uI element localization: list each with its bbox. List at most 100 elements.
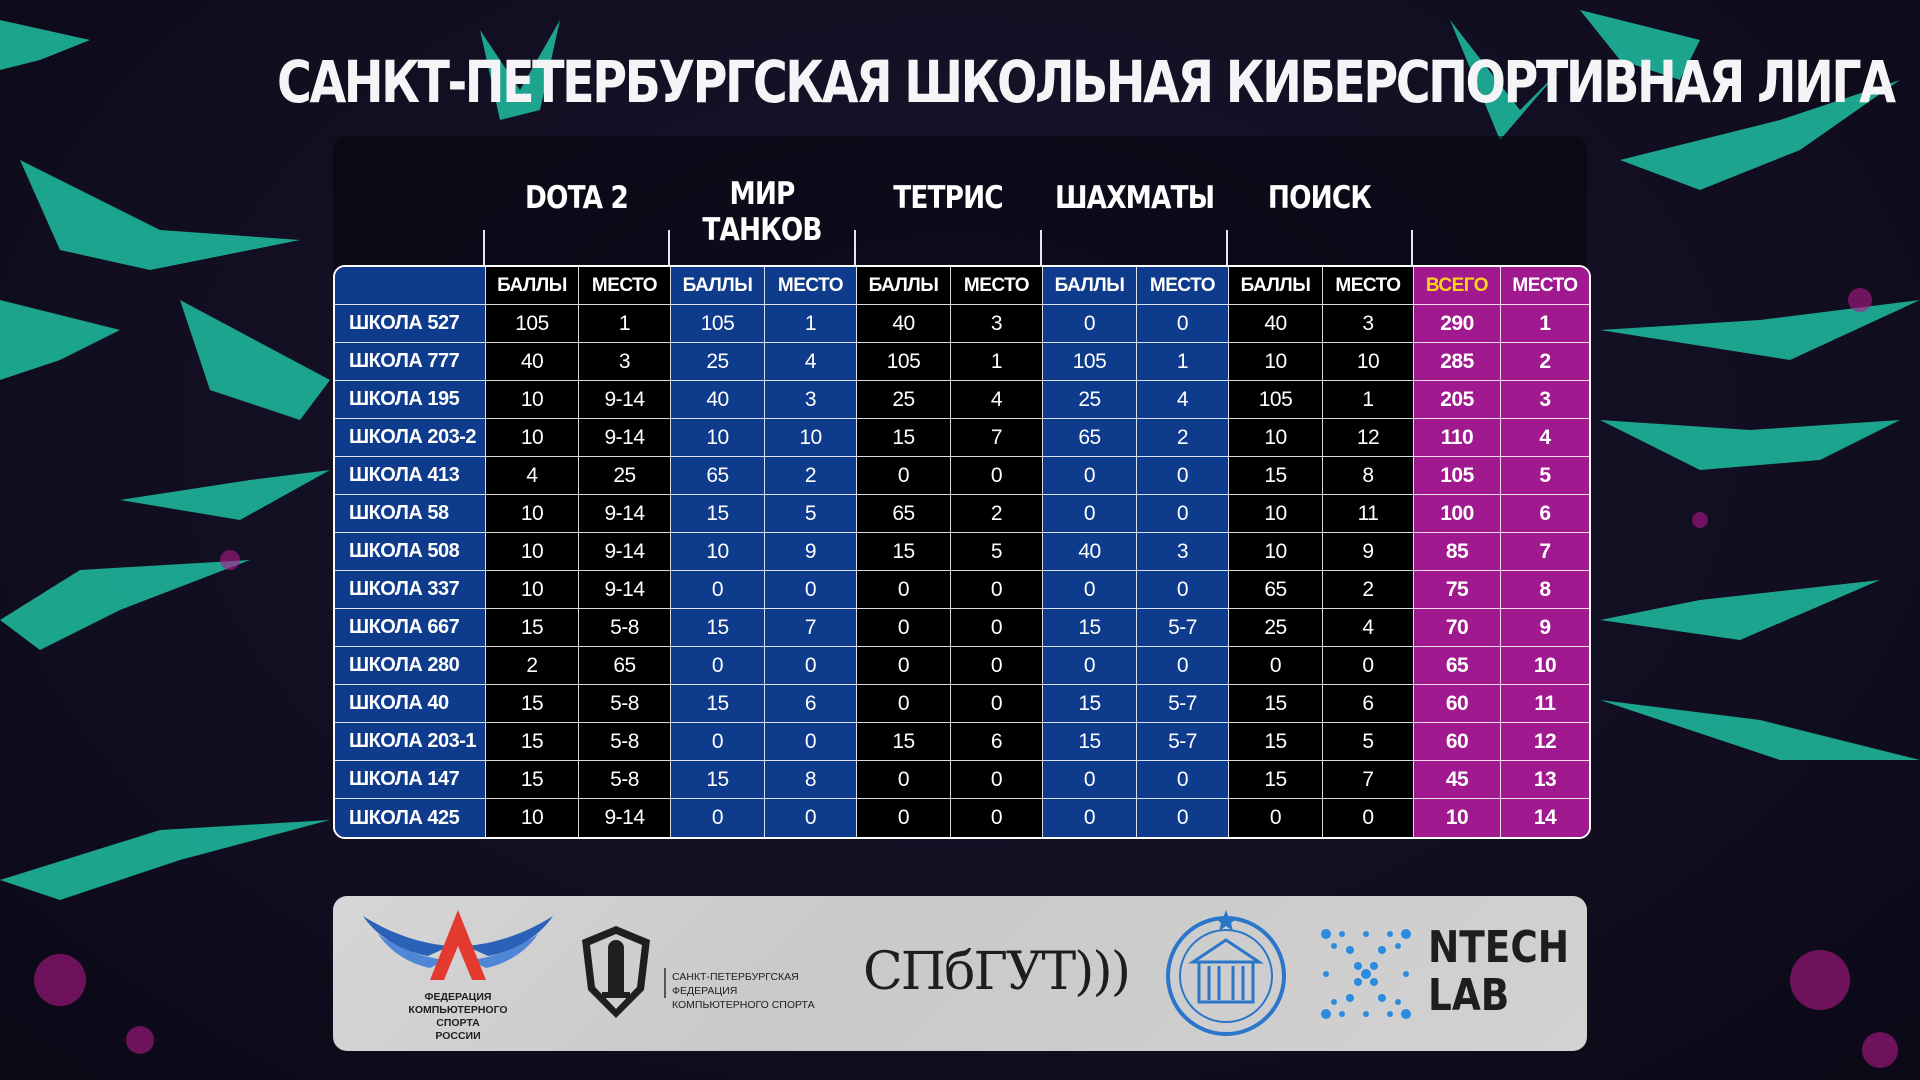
total-cell: 85 (1414, 533, 1501, 571)
score-cell: 3 (579, 343, 671, 381)
table-row: ШКОЛА 203-2 10 9-14 10 10 15 7 65 2 10 12 110 4 (335, 419, 1589, 457)
header: САНКТ-ПЕТЕРБУРГСКАЯ ШКОЛЬНАЯ КИБЕРСПОРТИ… (235, 22, 1896, 142)
total-cell: 60 (1414, 685, 1501, 723)
column-header-place: МЕСТО (1501, 267, 1589, 305)
score-cell: 15 (486, 609, 579, 647)
score-cell: 7 (1323, 761, 1414, 799)
score-cell: 10 (486, 419, 579, 457)
score-cell: 5-8 (579, 685, 671, 723)
score-cell: 1 (1137, 343, 1229, 381)
game-header-dota2: DOTA 2 (484, 136, 669, 266)
score-cell: 15 (1229, 723, 1323, 761)
score-cell: 3 (765, 381, 857, 419)
sponsor-spbgut: СПбГУТ))) (863, 942, 1131, 1002)
score-cell: 25 (1229, 609, 1323, 647)
score-cell: 0 (1137, 571, 1229, 609)
school-name-cell: ШКОЛА 508 (335, 533, 486, 571)
column-header: БАЛЛЫ (486, 267, 579, 305)
overall-place-cell: 2 (1501, 343, 1589, 381)
score-cell: 105 (486, 305, 579, 343)
table-row: ШКОЛА 527 105 1 105 1 40 3 0 0 40 3 290 1 (335, 305, 1589, 343)
overall-place-cell: 9 (1501, 609, 1589, 647)
score-cell: 4 (1323, 609, 1414, 647)
score-cell: 15 (671, 761, 765, 799)
score-cell: 0 (951, 609, 1043, 647)
score-cell: 10 (1229, 419, 1323, 457)
total-cell: 60 (1414, 723, 1501, 761)
school-name-cell: ШКОЛА 777 (335, 343, 486, 381)
score-cell: 0 (765, 799, 857, 837)
table-row: ШКОЛА 147 15 5-8 15 8 0 0 0 0 15 7 45 13 (335, 761, 1589, 799)
score-cell: 5-7 (1137, 685, 1229, 723)
score-cell: 0 (951, 571, 1043, 609)
table-row: ШКОЛА 40 15 5-8 15 6 0 0 15 5-7 15 6 60 11 (335, 685, 1589, 723)
score-cell: 9-14 (579, 381, 671, 419)
table-row: ШКОЛА 58 10 9-14 15 5 65 2 0 0 10 11 100 6 (335, 495, 1589, 533)
overall-place-cell: 3 (1501, 381, 1589, 419)
score-cell: 25 (579, 457, 671, 495)
fks-text-line: КОМПЬЮТЕРНОГО (408, 1004, 508, 1016)
score-cell: 9-14 (579, 533, 671, 571)
score-cell: 65 (671, 457, 765, 495)
score-cell: 9 (1323, 533, 1414, 571)
score-cell: 105 (857, 343, 951, 381)
school-name-cell: ШКОЛА 203-1 (335, 723, 486, 761)
table-row: ШКОЛА 508 10 9-14 10 9 15 5 40 3 10 9 85 7 (335, 533, 1589, 571)
score-cell: 0 (857, 799, 951, 837)
column-header: БАЛЛЫ (671, 267, 765, 305)
score-cell: 5 (1323, 723, 1414, 761)
score-cell: 10 (1229, 533, 1323, 571)
score-cell: 4 (951, 381, 1043, 419)
score-cell: 6 (1323, 685, 1414, 723)
ntech-text-line: NTECH (1428, 922, 1570, 973)
score-cell: 0 (857, 647, 951, 685)
score-cell: 25 (1043, 381, 1137, 419)
score-cell: 10 (486, 495, 579, 533)
score-cell: 0 (671, 571, 765, 609)
total-cell: 110 (1414, 419, 1501, 457)
sponsor-ntechlab: NTECH LAB (1318, 922, 1570, 1026)
score-cell: 65 (1229, 571, 1323, 609)
score-cell: 0 (1043, 647, 1137, 685)
score-cell: 4 (486, 457, 579, 495)
game-title: ШАХМАТЫ (1054, 180, 1215, 216)
game-header-tanks: МИР ТАНКОВ (669, 136, 855, 266)
score-cell: 15 (1043, 685, 1137, 723)
total-cell: 75 (1414, 571, 1501, 609)
score-cell: 15 (671, 609, 765, 647)
score-cell: 0 (1137, 495, 1229, 533)
column-header: МЕСТО (579, 267, 671, 305)
fks-text-line: ФЕДЕРАЦИЯ (424, 991, 492, 1003)
score-cell: 105 (1043, 343, 1137, 381)
score-cell: 8 (765, 761, 857, 799)
game-header-search: ПОИСК (1227, 136, 1412, 266)
school-name-cell: ШКОЛА 195 (335, 381, 486, 419)
table-row: ШКОЛА 777 40 3 25 4 105 1 105 1 10 10 285 2 (335, 343, 1589, 381)
score-cell: 0 (1043, 305, 1137, 343)
score-cell: 0 (857, 685, 951, 723)
score-cell: 15 (671, 685, 765, 723)
score-cell: 0 (1137, 305, 1229, 343)
column-header-total: ВСЕГО (1414, 267, 1501, 305)
total-cell: 100 (1414, 495, 1501, 533)
overall-place-cell: 5 (1501, 457, 1589, 495)
score-cell: 40 (1229, 305, 1323, 343)
score-cell: 10 (486, 799, 579, 837)
total-cell: 205 (1414, 381, 1501, 419)
game-title: DOTA 2 (524, 180, 629, 216)
score-cell: 0 (857, 761, 951, 799)
score-cell: 15 (486, 761, 579, 799)
score-cell: 2 (765, 457, 857, 495)
total-cell: 285 (1414, 343, 1501, 381)
total-cell: 70 (1414, 609, 1501, 647)
standings-table: БАЛЛЫ МЕСТО БАЛЛЫ МЕСТО БАЛЛЫ МЕСТО БАЛЛ… (333, 265, 1591, 839)
school-name-cell: ШКОЛА 425 (335, 799, 486, 837)
score-cell: 15 (1229, 685, 1323, 723)
score-cell: 0 (857, 457, 951, 495)
score-cell: 0 (671, 723, 765, 761)
score-cell: 0 (1137, 761, 1229, 799)
score-cell: 10 (486, 571, 579, 609)
score-cell: 0 (765, 647, 857, 685)
score-cell: 11 (1323, 495, 1414, 533)
score-cell: 0 (951, 799, 1043, 837)
